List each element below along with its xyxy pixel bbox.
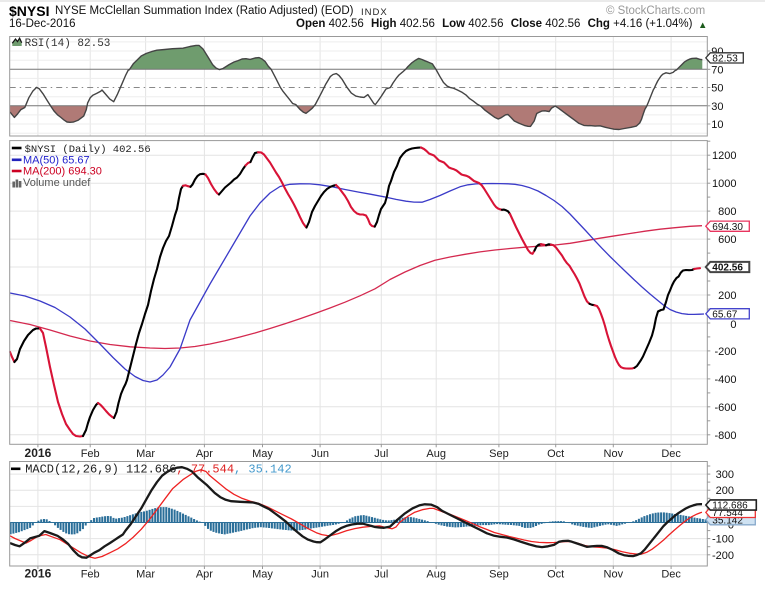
svg-text:Mar: Mar [136,448,155,460]
svg-text:82.53: 82.53 [712,54,738,65]
svg-text:May: May [252,569,273,581]
svg-text:-800: -800 [714,430,736,442]
svg-text:2016: 2016 [25,567,52,581]
svg-text:0: 0 [728,520,734,532]
svg-text:Jul: Jul [374,448,388,460]
svg-text:MA(50) 65.67: MA(50) 65.67 [23,154,90,166]
svg-text:694.30: 694.30 [712,222,743,233]
svg-text:600: 600 [718,234,736,246]
svg-text:Feb: Feb [81,448,100,460]
svg-text:70: 70 [711,64,723,76]
svg-text:Oct: Oct [547,448,564,460]
svg-text:MA(200) 694.30: MA(200) 694.30 [23,166,102,178]
svg-text:Dec: Dec [661,448,681,460]
svg-text:200: 200 [718,290,736,302]
svg-text:1200: 1200 [712,150,736,162]
svg-text:May: May [252,448,273,460]
svg-text:0: 0 [730,319,736,331]
svg-text:Jun: Jun [311,569,329,581]
svg-text:Mar: Mar [136,569,155,581]
svg-text:Apr: Apr [196,448,213,460]
svg-text:1000: 1000 [712,178,736,190]
svg-text:-200: -200 [714,346,736,358]
svg-text:Volume undef: Volume undef [23,177,91,189]
svg-text:-100: -100 [712,534,734,546]
svg-text:-600: -600 [714,402,736,414]
svg-text:50: 50 [711,83,723,95]
svg-text:300: 300 [716,469,734,481]
svg-text:10: 10 [711,119,723,131]
svg-text:Dec: Dec [661,569,681,581]
svg-text:30: 30 [711,101,723,113]
svg-text:Aug: Aug [426,448,446,460]
svg-text:$NYSI (Daily) 402.56: $NYSI (Daily) 402.56 [25,144,151,156]
svg-text:800: 800 [718,206,736,218]
svg-text:77.544: 77.544 [712,508,743,519]
svg-text:112.686: 112.686 [712,501,748,512]
svg-text:RSI(14) 82.53: RSI(14) 82.53 [25,38,111,50]
svg-text:Sep: Sep [489,569,509,581]
svg-text:Aug: Aug [426,569,446,581]
svg-text:Apr: Apr [196,569,213,581]
svg-text:Nov: Nov [604,569,624,581]
svg-text:Feb: Feb [81,569,100,581]
svg-text:-400: -400 [714,374,736,386]
svg-text:-200: -200 [712,550,734,562]
svg-text:Nov: Nov [604,448,624,460]
svg-text:200: 200 [716,485,734,497]
svg-text:MACD(12,26,9) 112.686, 77.544,: MACD(12,26,9) 112.686, 77.544, 35.142 [25,463,291,477]
svg-text:Jul: Jul [374,569,388,581]
svg-text:65.67: 65.67 [712,310,737,321]
svg-text:Jun: Jun [311,448,329,460]
svg-text:Oct: Oct [547,569,564,581]
svg-text:Sep: Sep [489,448,509,460]
svg-text:402.56: 402.56 [712,263,743,274]
svg-text:2016: 2016 [25,446,52,460]
svg-text:35.142: 35.142 [712,515,743,526]
